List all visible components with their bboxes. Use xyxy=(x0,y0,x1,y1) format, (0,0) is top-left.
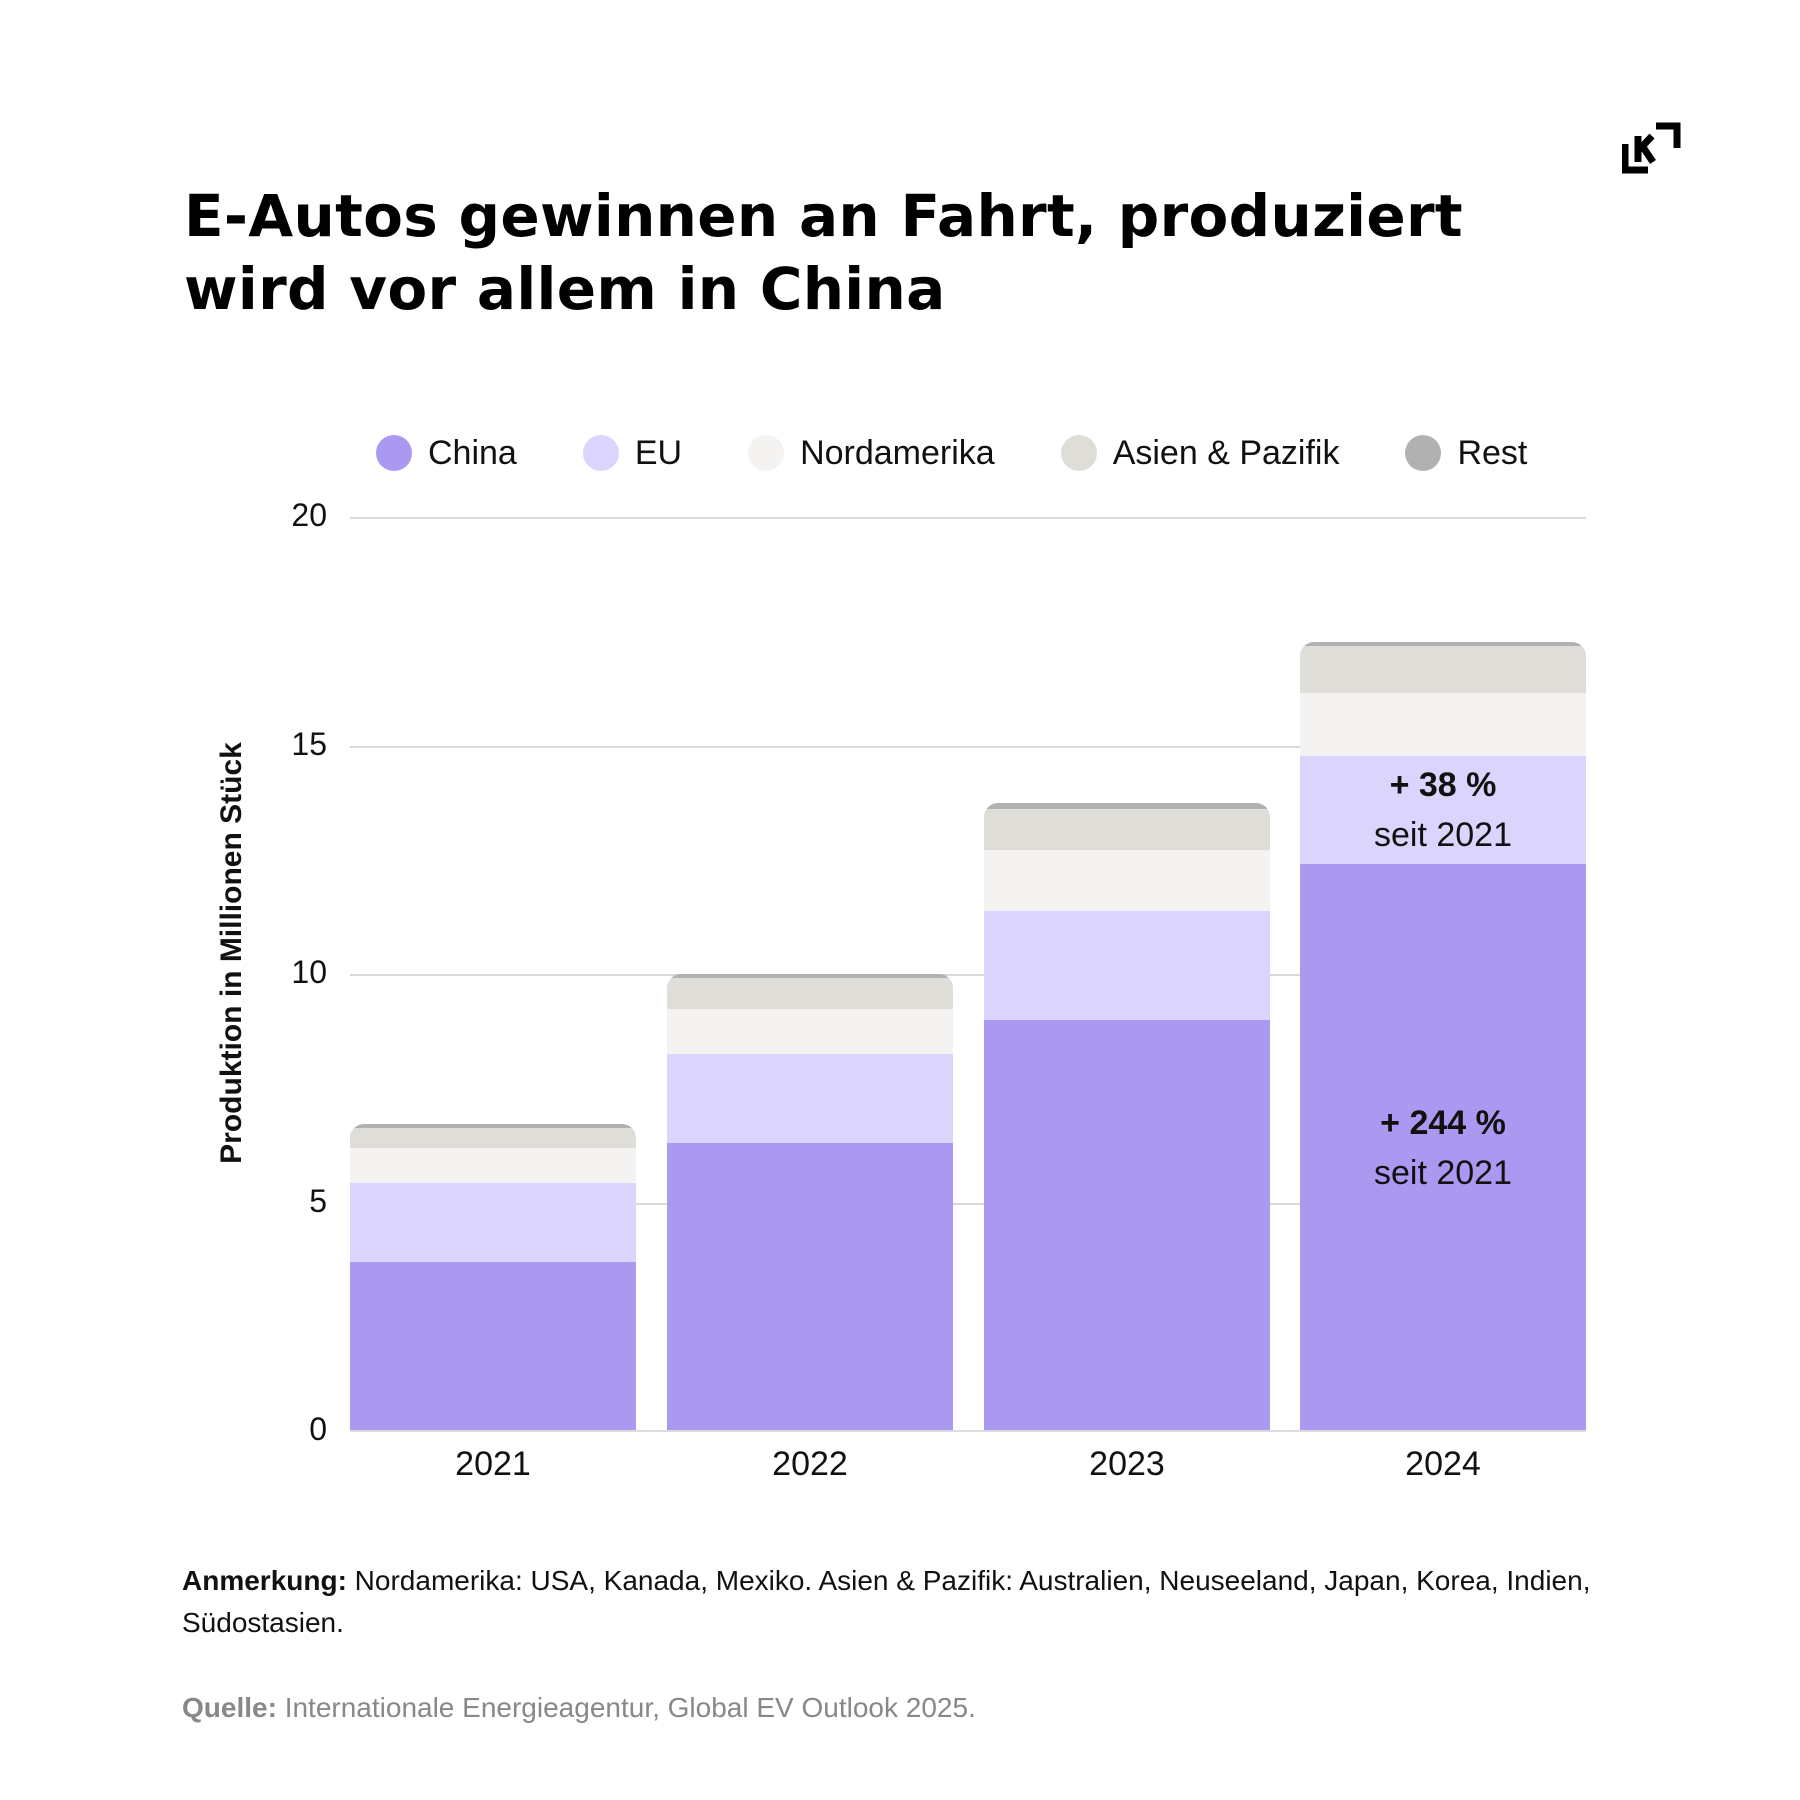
segment-rest xyxy=(667,974,953,978)
y-tick-0: 0 xyxy=(309,1411,327,1447)
gridline-15 xyxy=(350,746,1586,748)
segment-china xyxy=(984,1020,1270,1431)
y-tick-20: 20 xyxy=(291,497,327,533)
legend-item-china: China xyxy=(376,434,517,473)
segment-china xyxy=(350,1262,636,1431)
legend-item-rest: Rest xyxy=(1405,434,1527,473)
segment-asien-pazifik xyxy=(984,809,1270,850)
segment-eu xyxy=(667,1054,953,1143)
legend-label: Nordamerika xyxy=(800,433,995,472)
y-tick-5: 5 xyxy=(309,1183,327,1219)
segment-eu: + 38 % seit 2021 xyxy=(1300,756,1586,864)
bar-2024: + 244 % seit 2021 + 38 % seit 2021 xyxy=(1300,642,1586,1431)
eu-growth-value: + 38 % xyxy=(1389,766,1497,804)
legend-item-eu: EU xyxy=(582,433,683,473)
k-logo-icon xyxy=(1622,122,1681,174)
segment-china xyxy=(667,1143,953,1431)
china-growth-value: + 244 % xyxy=(1380,1103,1506,1142)
source-label: Quelle: xyxy=(182,1692,277,1723)
nordamerika-swatch-icon xyxy=(748,435,785,471)
legend-item-asien-pazifik: Asien & Pazifik xyxy=(1060,433,1340,473)
legend-label: EU xyxy=(634,433,683,472)
asien-pazifik-swatch-icon xyxy=(1060,435,1097,471)
segment-asien-pazifik xyxy=(350,1128,636,1148)
x-axis-baseline xyxy=(350,1430,1586,1432)
rest-swatch-icon xyxy=(1405,435,1442,471)
gridline-5 xyxy=(350,1203,1586,1205)
y-tick-15: 15 xyxy=(291,726,327,762)
eu-growth-since: seit 2021 xyxy=(1374,816,1512,854)
china-swatch-icon xyxy=(376,435,412,471)
x-tick-2021: 2021 xyxy=(455,1445,531,1483)
x-tick-2022: 2022 xyxy=(772,1445,848,1483)
china-growth-annotation: + 244 % seit 2021 xyxy=(1300,1098,1586,1198)
legend-label: Asien & Pazifik xyxy=(1112,433,1340,472)
legend-label: Rest xyxy=(1457,433,1528,472)
bar-2021 xyxy=(350,1124,636,1431)
legend: China EU Nordamerika Asien & Pazifik Res… xyxy=(376,432,1593,474)
footnote-label: Anmerkung: xyxy=(182,1565,347,1596)
segment-china: + 244 % seit 2021 xyxy=(1300,864,1586,1431)
footnote: Anmerkung: Nordamerika: USA, Kanada, Mex… xyxy=(182,1560,1622,1644)
segment-nordamerika xyxy=(984,850,1270,911)
source-note: Quelle: Internationale Energieagentur, G… xyxy=(182,1688,1622,1728)
segment-asien-pazifik xyxy=(1300,646,1586,693)
bar-2022 xyxy=(667,974,953,1431)
china-growth-since: seit 2021 xyxy=(1374,1153,1512,1192)
segment-rest xyxy=(350,1124,636,1128)
segment-eu xyxy=(350,1183,636,1262)
x-tick-2023: 2023 xyxy=(1089,1445,1165,1483)
source-text: Internationale Energieagentur, Global EV… xyxy=(276,1692,976,1723)
eu-swatch-icon xyxy=(582,435,619,471)
bar-2023 xyxy=(984,803,1270,1431)
segment-rest xyxy=(984,803,1270,809)
segment-nordamerika xyxy=(1300,693,1586,756)
y-tick-10: 10 xyxy=(291,954,327,990)
legend-item-nordamerika: Nordamerika xyxy=(748,434,995,473)
plot-area: + 244 % seit 2021 + 38 % seit 2021 xyxy=(350,517,1586,1431)
segment-rest xyxy=(1300,642,1586,646)
footnote-text: Nordamerika: USA, Kanada, Mexiko. Asien … xyxy=(182,1565,1591,1638)
eu-growth-annotation: + 38 % seit 2021 xyxy=(1300,760,1586,860)
x-tick-2024: 2024 xyxy=(1405,1445,1481,1483)
segment-nordamerika xyxy=(350,1148,636,1183)
segment-asien-pazifik xyxy=(667,978,953,1009)
y-axis-title: Produktion in Millionen Stück xyxy=(215,742,248,1164)
gridline-20 xyxy=(350,517,1586,519)
gridline-10 xyxy=(350,974,1586,976)
legend-label: China xyxy=(428,433,517,472)
chart-title: E-Autos gewinnen an Fahrt, produziert wi… xyxy=(184,182,1463,323)
segment-eu xyxy=(984,911,1270,1020)
segment-nordamerika xyxy=(667,1009,953,1054)
